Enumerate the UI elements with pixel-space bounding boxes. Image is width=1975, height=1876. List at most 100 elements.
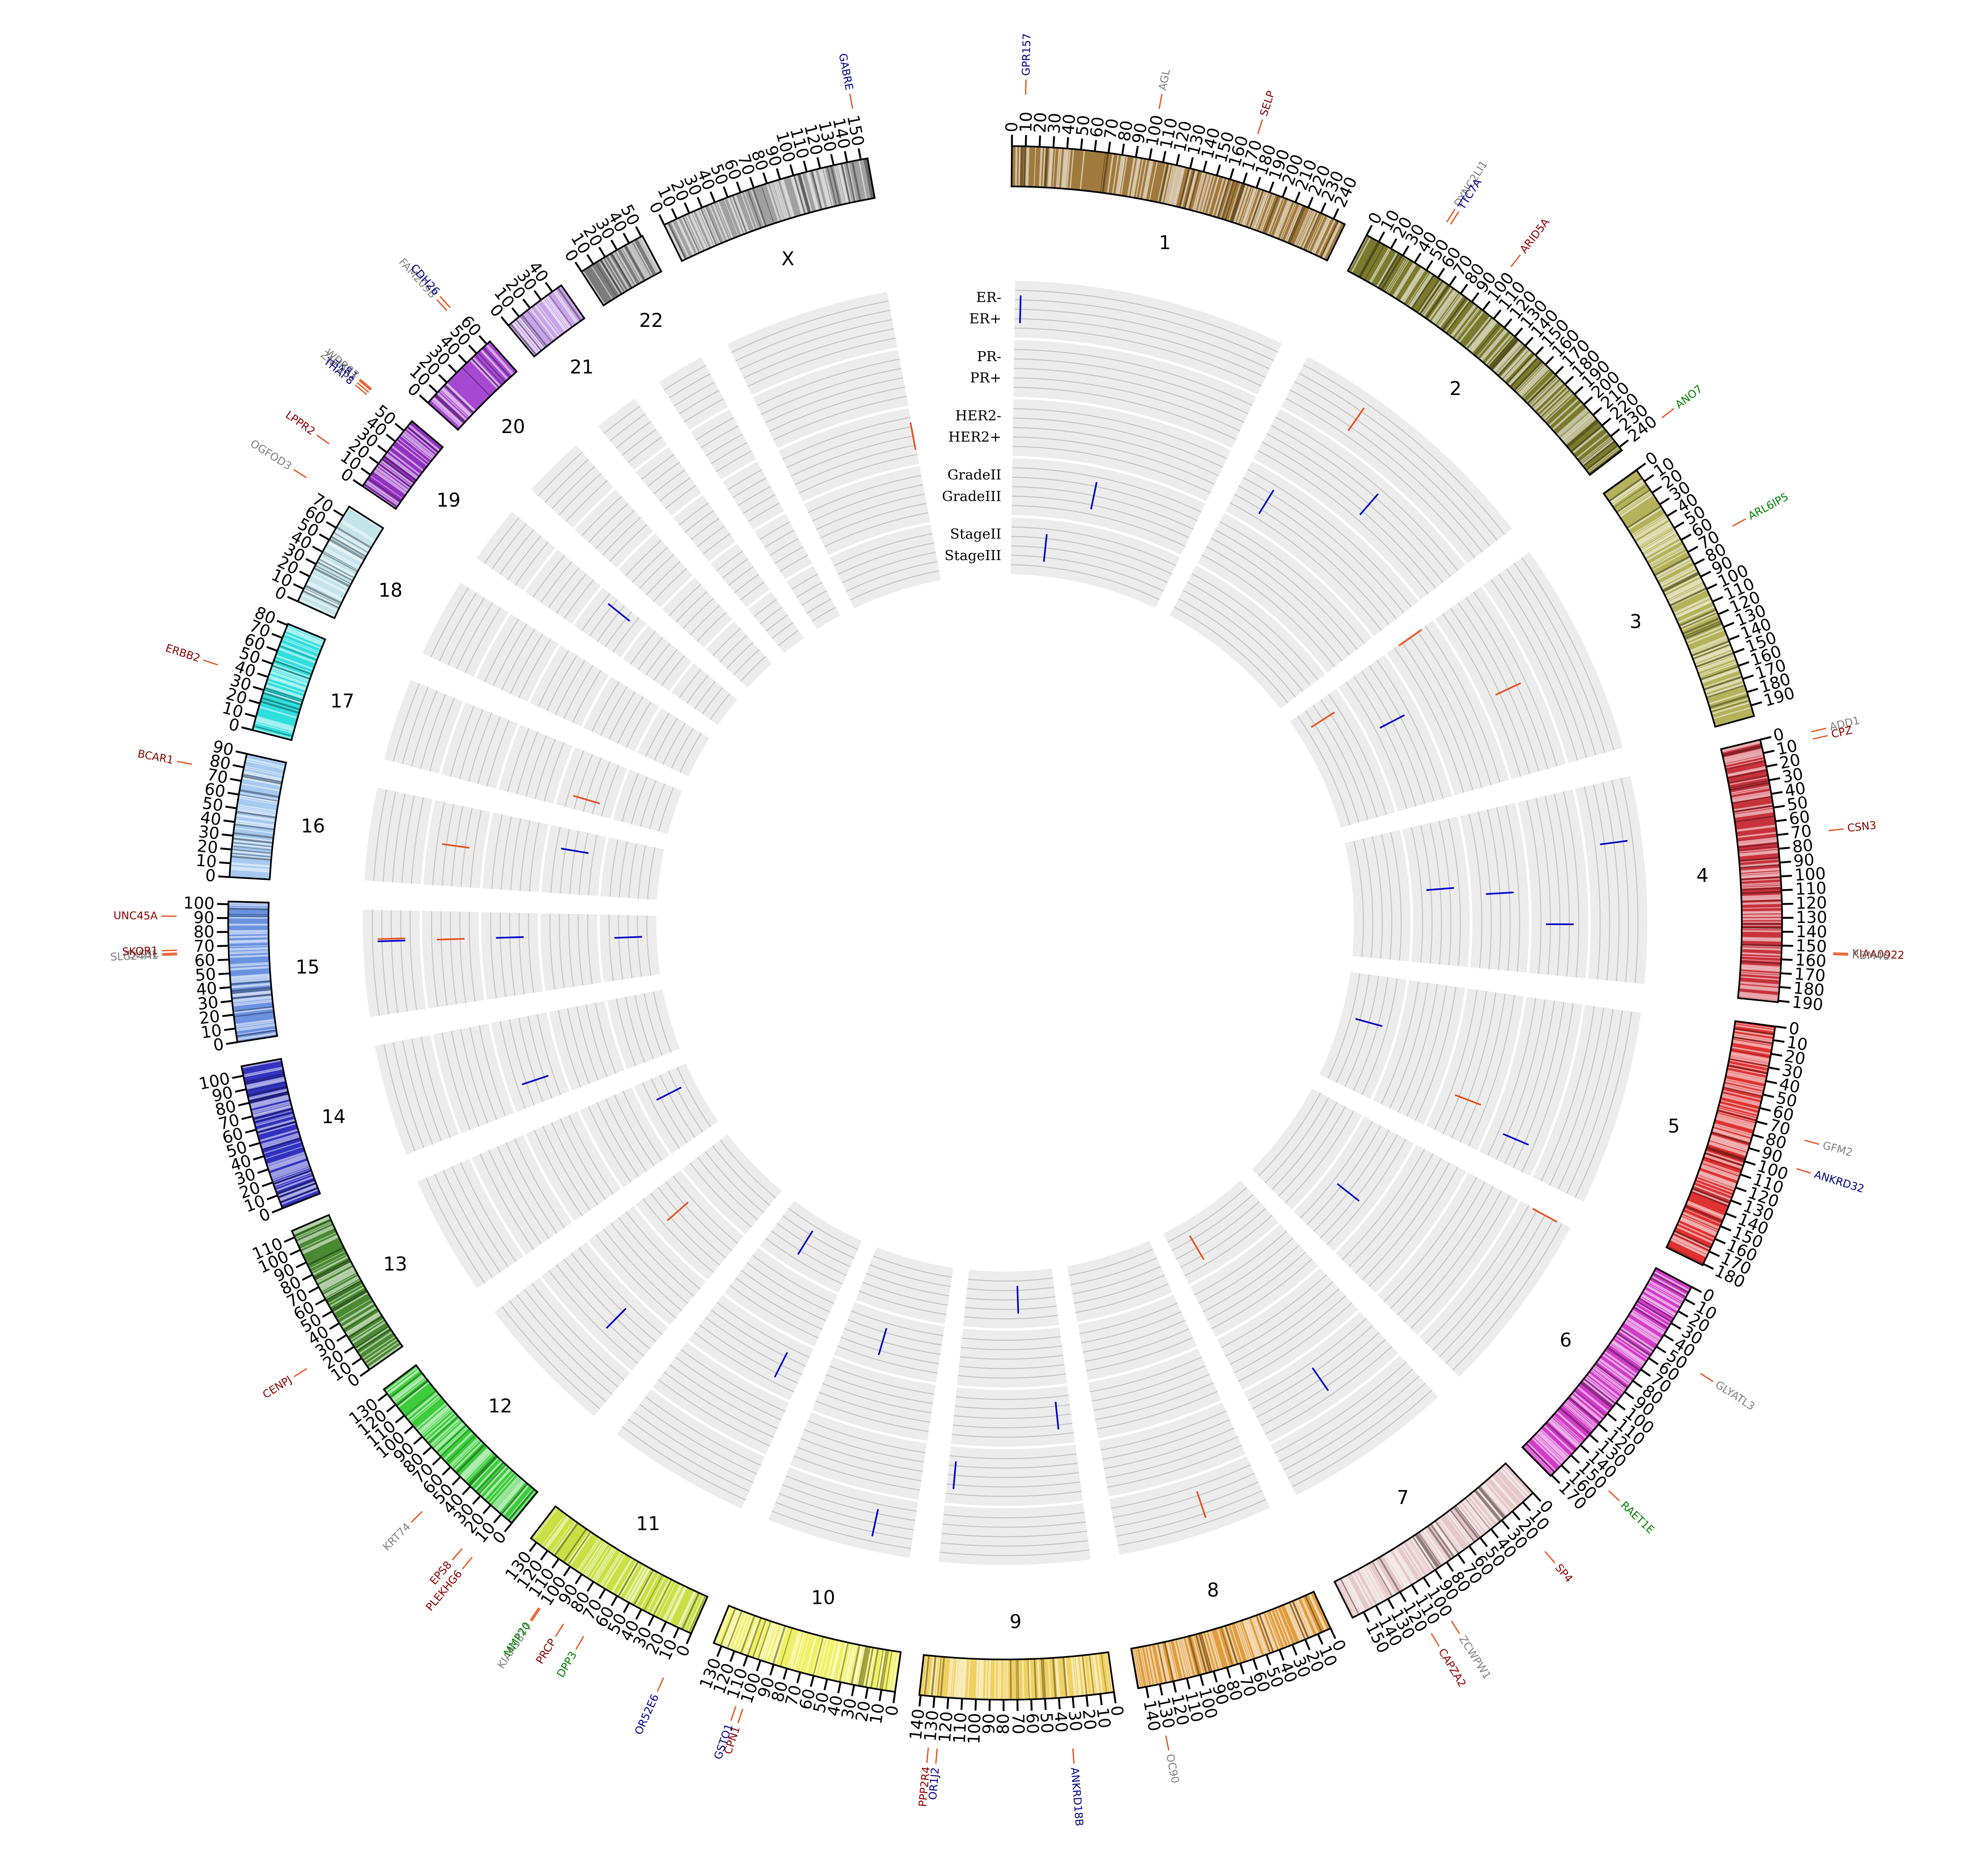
cytoband <box>961 1658 966 1699</box>
track-line <box>1262 441 1436 589</box>
track-line <box>1184 1215 1273 1277</box>
track-line <box>516 732 538 795</box>
tick-mark <box>684 202 690 214</box>
tick-mark <box>1583 396 1593 405</box>
cytoband <box>835 164 845 204</box>
tick-mark <box>1750 701 1762 706</box>
tick-mark <box>1471 292 1480 303</box>
track-line <box>608 915 614 981</box>
gene-label: ANKRD32 <box>1813 1168 1866 1195</box>
event-mark <box>1355 1018 1383 1027</box>
cytoband <box>1495 1472 1523 1504</box>
tick-mark <box>220 847 232 851</box>
cytoband <box>1681 1214 1719 1232</box>
cytoband <box>1684 1208 1722 1225</box>
cytoband <box>1388 1551 1411 1586</box>
cytoband <box>1722 1090 1762 1101</box>
track-line <box>587 914 593 984</box>
track-line <box>595 510 635 549</box>
cytoband <box>1231 184 1246 223</box>
cytoband <box>610 1557 633 1593</box>
tick-mark <box>762 172 768 184</box>
tick-mark <box>1030 1699 1033 1711</box>
cytoband <box>444 384 475 414</box>
cytoband <box>1212 177 1225 217</box>
cytoband <box>245 1078 286 1088</box>
cytoband <box>1033 146 1036 187</box>
gene-label: SP4 <box>1552 1562 1575 1585</box>
cytoband <box>374 469 408 494</box>
cytoband <box>1401 1542 1425 1578</box>
cytoband <box>309 1250 346 1269</box>
cytoband <box>230 973 270 978</box>
cytoband <box>1421 281 1445 316</box>
track-line <box>616 998 636 1066</box>
cytoband <box>1629 1312 1665 1336</box>
cytoband <box>248 1089 288 1101</box>
cytoband <box>492 1476 521 1508</box>
cytoband <box>295 1223 333 1240</box>
cytoband <box>553 1522 579 1557</box>
cytoband <box>615 250 638 286</box>
tick-mark <box>1771 791 1783 795</box>
cytoband <box>1279 202 1296 240</box>
cytoband <box>331 1289 367 1310</box>
track-line <box>1248 1318 1367 1401</box>
cytoband <box>1633 516 1669 539</box>
cytoband <box>1717 1109 1757 1122</box>
tick-mark <box>219 986 231 989</box>
cytoband <box>1406 1540 1430 1575</box>
cytoband <box>230 974 270 980</box>
track-line <box>1011 536 1172 575</box>
track-line <box>582 757 602 812</box>
tick-label: 90 <box>1793 851 1815 871</box>
cytoband <box>1267 1611 1283 1649</box>
cytoband <box>436 1425 467 1453</box>
cytoband <box>800 173 813 213</box>
track-line <box>610 1223 689 1304</box>
cytoband <box>256 1119 296 1132</box>
cytoband <box>1062 148 1068 189</box>
cytoband <box>947 1657 952 1698</box>
track-line <box>1194 1231 1287 1295</box>
cytoband <box>397 1381 430 1408</box>
cytoband <box>268 674 307 690</box>
cytoband <box>620 247 641 283</box>
cytoband <box>254 722 294 734</box>
track-line <box>1234 1295 1346 1374</box>
cytoband <box>232 995 273 1002</box>
cytoband <box>1260 1613 1276 1652</box>
cytoband <box>799 173 811 213</box>
cytoband <box>255 716 295 729</box>
track-line <box>806 598 832 614</box>
track-line <box>1285 398 1475 558</box>
cytoband <box>727 1611 743 1649</box>
tick-mark <box>336 1334 347 1342</box>
cytoband <box>1518 366 1548 396</box>
cytoband <box>303 588 341 607</box>
cytoband <box>554 289 579 324</box>
cytoband <box>1295 209 1312 247</box>
cytoband <box>1711 701 1750 715</box>
track-line <box>514 1138 565 1229</box>
gene-label: CENPJ <box>260 1374 294 1401</box>
cytoband <box>1686 1202 1725 1219</box>
cytoband <box>1741 943 1782 947</box>
track-line <box>729 1285 819 1338</box>
track-line <box>622 1426 746 1501</box>
track-line <box>509 913 515 996</box>
tick-label: 60 <box>1771 1102 1796 1126</box>
cytoband <box>250 1097 290 1109</box>
cytoband <box>629 242 651 278</box>
cytoband <box>1722 745 1762 756</box>
cytoband <box>264 687 304 701</box>
cytoband <box>639 237 660 273</box>
cytoband <box>1691 638 1729 655</box>
cytoband <box>962 1658 967 1699</box>
tick-mark <box>394 423 405 432</box>
track-line <box>735 1277 823 1330</box>
cytoband <box>760 1622 775 1661</box>
tick-mark <box>1414 252 1421 263</box>
track-line <box>1090 1356 1202 1392</box>
cytoband <box>430 399 462 428</box>
